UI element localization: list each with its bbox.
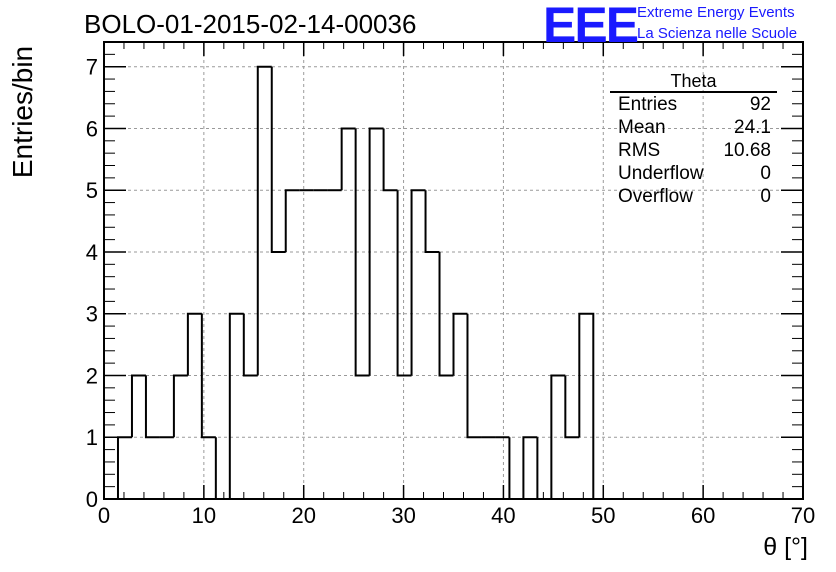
stats-box: Theta Entries 92 Mean 24.1 RMS 10.68 Und… — [610, 72, 777, 208]
logo-line-1: Extreme Energy Events — [637, 4, 795, 21]
stats-value: 0 — [760, 163, 771, 184]
histogram-bars — [116, 65, 595, 500]
stats-value: 10.68 — [723, 140, 771, 161]
stats-value: 24.1 — [734, 117, 771, 138]
stats-value: 92 — [749, 94, 771, 115]
histogram-bin — [438, 251, 454, 377]
histogram-bin — [578, 312, 595, 499]
stats-row-rms: RMS 10.68 — [610, 139, 777, 162]
x-tick-label: 10 — [192, 503, 216, 528]
stats-label: Mean — [618, 117, 666, 138]
logo-line-2: La Scienza nelle Scuole — [637, 25, 798, 42]
histogram-bin — [466, 313, 482, 439]
histogram-bin — [144, 375, 160, 439]
histogram-bin — [256, 65, 272, 376]
y-tick-label: 4 — [86, 240, 98, 265]
stats-title: Theta — [610, 72, 777, 93]
histogram-bin — [172, 374, 188, 438]
histogram-bin — [116, 436, 132, 499]
y-tick-label: 2 — [86, 363, 98, 388]
stats-row-underflow: Underflow 0 — [610, 162, 777, 185]
chart-title: BOLO-01-2015-02-14-00036 — [84, 9, 417, 39]
x-tick-label: 70 — [791, 503, 815, 528]
y-tick-label: 3 — [86, 302, 98, 327]
x-tick-label: 60 — [691, 503, 715, 528]
y-tick-label: 5 — [86, 178, 98, 203]
histogram-bin — [354, 128, 370, 377]
stats-row-mean: Mean 24.1 — [610, 116, 777, 139]
stats-row-entries: Entries 92 — [610, 93, 777, 116]
x-tick-label: 0 — [98, 503, 110, 528]
histogram-bin — [130, 374, 146, 438]
y-tick-label: 6 — [86, 116, 98, 141]
x-axis-label: θ [°] — [763, 533, 808, 561]
x-tick-label: 40 — [491, 503, 515, 528]
histogram-bin — [522, 436, 538, 499]
histogram-bin — [550, 374, 566, 499]
axis-ticks — [103, 41, 804, 500]
histogram-bin — [368, 127, 384, 376]
histogram-bin — [452, 312, 468, 376]
y-axis-label: Entries/bin — [7, 45, 38, 179]
histogram-bin — [410, 189, 426, 376]
stats-label: Overflow — [618, 186, 693, 207]
histogram-bin — [536, 437, 552, 500]
x-tick-label: 20 — [291, 503, 315, 528]
stats-label: Entries — [618, 94, 678, 115]
histogram-bin — [340, 127, 356, 191]
y-tick-label: 7 — [86, 55, 98, 80]
eee-logo: EEE — [543, 0, 639, 53]
histogram-bin — [396, 190, 412, 377]
histogram-bin — [508, 437, 524, 500]
stats-value: 0 — [760, 186, 771, 207]
histogram-bin — [214, 437, 230, 500]
histogram-bin — [242, 313, 258, 377]
tick-labels: 0 10 20 30 40 50 60 70 0 1 2 3 4 5 6 7 — [86, 55, 815, 528]
plot-frame — [103, 41, 804, 500]
stats-row-overflow: Overflow 0 — [610, 185, 777, 208]
histogram-bin — [284, 189, 300, 252]
stats-label: RMS — [618, 140, 661, 161]
histogram-bin — [200, 313, 216, 439]
histogram-bin — [270, 66, 286, 253]
y-tick-label: 0 — [86, 487, 98, 512]
x-tick-label: 50 — [591, 503, 615, 528]
histogram-bin — [564, 375, 580, 439]
histogram-bin — [424, 190, 440, 253]
y-tick-label: 1 — [86, 425, 98, 450]
x-tick-label: 30 — [391, 503, 415, 528]
histogram-bin — [228, 312, 244, 499]
stats-label: Underflow — [618, 163, 704, 184]
histogram-bin — [186, 312, 202, 376]
histogram-bin — [382, 128, 398, 192]
